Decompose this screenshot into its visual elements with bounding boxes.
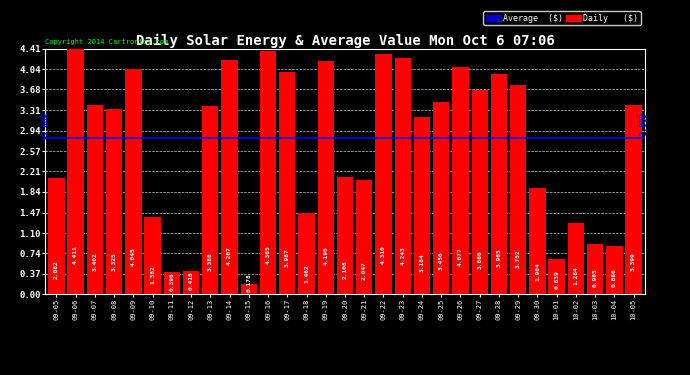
Bar: [221, 60, 238, 294]
Text: 3.388: 3.388: [208, 252, 213, 271]
Bar: [414, 117, 430, 294]
Text: 3.666: 3.666: [477, 250, 482, 269]
Bar: [144, 217, 161, 294]
Bar: [452, 67, 469, 294]
Text: 3.325: 3.325: [112, 252, 117, 271]
Text: 0.866: 0.866: [612, 269, 617, 288]
Text: 2.082: 2.082: [54, 261, 59, 279]
Bar: [317, 61, 334, 294]
Text: 4.190: 4.190: [323, 246, 328, 265]
Text: 0.418: 0.418: [188, 272, 194, 291]
Bar: [164, 272, 180, 294]
Text: 2.809: 2.809: [640, 112, 649, 135]
Bar: [183, 271, 199, 294]
Bar: [549, 259, 565, 294]
Bar: [279, 72, 295, 294]
Bar: [395, 58, 411, 294]
Bar: [48, 178, 65, 294]
Bar: [491, 74, 507, 294]
Bar: [356, 180, 373, 294]
Bar: [510, 86, 526, 294]
Bar: [607, 246, 622, 294]
Bar: [68, 49, 83, 294]
Legend: Average  ($), Daily   ($): Average ($), Daily ($): [484, 11, 641, 25]
Bar: [375, 54, 392, 294]
Text: 2.047: 2.047: [362, 261, 367, 280]
Text: 3.987: 3.987: [285, 248, 290, 267]
Bar: [202, 106, 219, 294]
Bar: [625, 105, 642, 294]
Text: 3.399: 3.399: [631, 252, 636, 270]
Bar: [87, 105, 103, 294]
Text: 4.045: 4.045: [131, 248, 136, 266]
Bar: [529, 188, 546, 294]
Text: 2.809: 2.809: [42, 112, 51, 135]
Text: 4.411: 4.411: [73, 245, 78, 264]
Bar: [587, 244, 603, 294]
Bar: [106, 109, 122, 294]
Text: 3.752: 3.752: [515, 249, 521, 268]
Text: 3.456: 3.456: [439, 251, 444, 270]
Bar: [433, 102, 449, 294]
Bar: [125, 69, 141, 294]
Text: 4.365: 4.365: [266, 245, 270, 264]
Bar: [241, 285, 257, 294]
Text: 1.462: 1.462: [304, 265, 309, 284]
Text: Copyright 2014 Cartronics.com: Copyright 2014 Cartronics.com: [45, 39, 168, 45]
Text: 2.108: 2.108: [342, 260, 348, 279]
Text: 4.077: 4.077: [458, 247, 463, 266]
Text: 3.402: 3.402: [92, 252, 97, 270]
Text: 0.905: 0.905: [593, 268, 598, 287]
Text: 1.382: 1.382: [150, 265, 155, 284]
Text: 1.284: 1.284: [573, 266, 578, 285]
Text: 0.178: 0.178: [246, 273, 251, 292]
Title: Daily Solar Energy & Average Value Mon Oct 6 07:06: Daily Solar Energy & Average Value Mon O…: [136, 33, 554, 48]
Bar: [260, 51, 276, 294]
Text: 3.184: 3.184: [420, 253, 424, 272]
Text: 4.310: 4.310: [381, 246, 386, 264]
Text: 1.904: 1.904: [535, 262, 540, 280]
Bar: [337, 177, 353, 294]
Bar: [568, 223, 584, 294]
Text: 0.639: 0.639: [554, 270, 559, 289]
Bar: [298, 213, 315, 294]
Bar: [471, 90, 488, 294]
Text: 3.965: 3.965: [496, 248, 502, 267]
Text: 0.396: 0.396: [169, 272, 175, 291]
Text: 4.207: 4.207: [227, 246, 232, 265]
Text: 4.243: 4.243: [400, 246, 405, 265]
